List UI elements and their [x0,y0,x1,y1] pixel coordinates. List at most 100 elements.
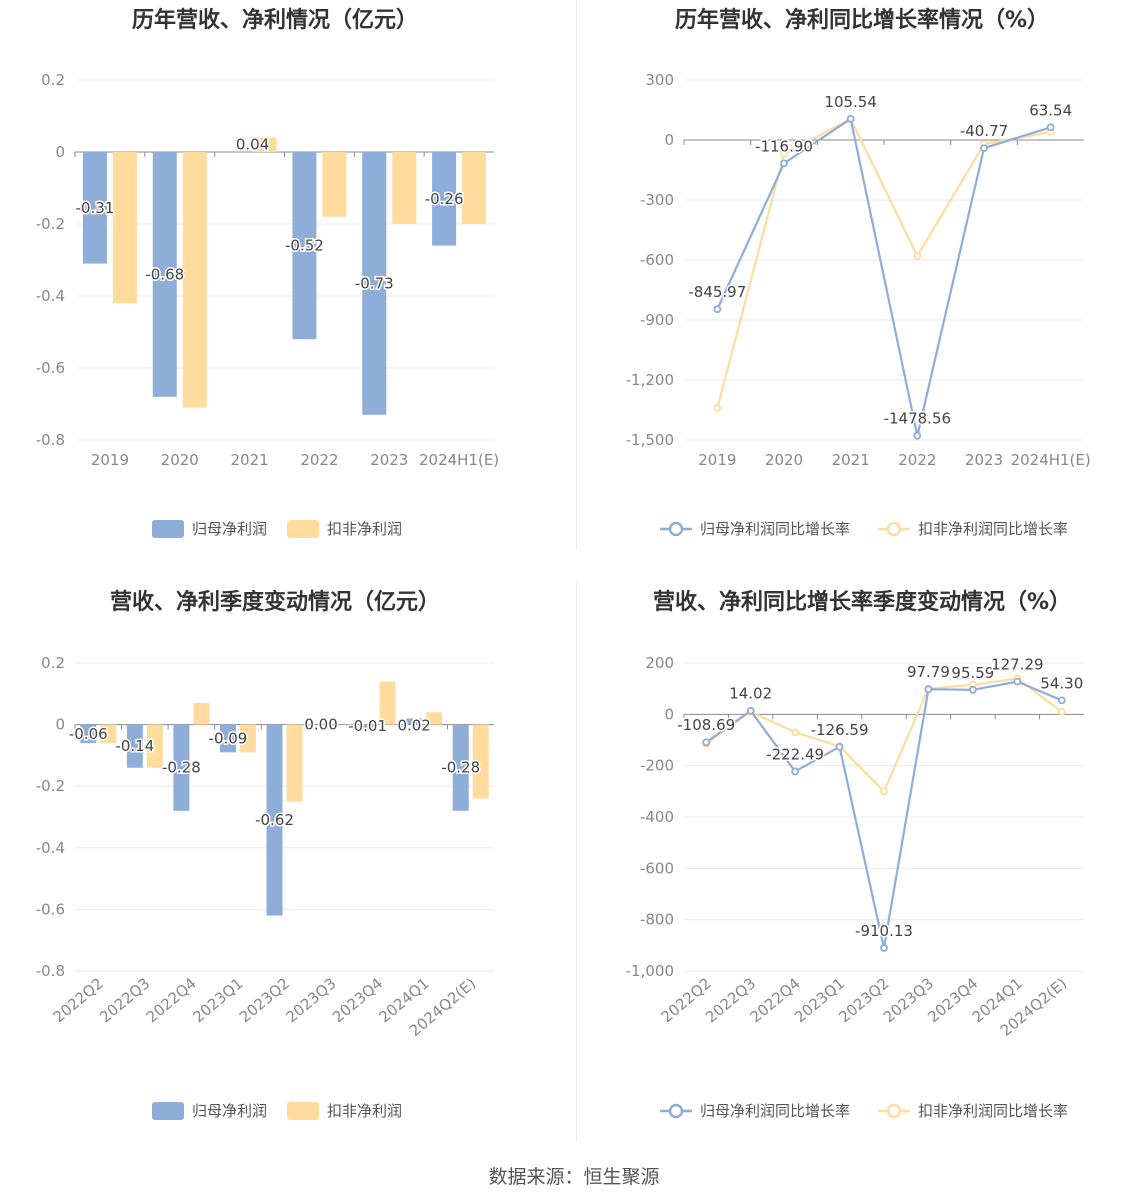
x-tick-label: 2022 [300,451,338,469]
bar-deducted-net-profit [472,724,489,799]
data-label: 105.54 [824,93,877,111]
x-tick-label: 2019 [698,451,736,469]
legend-marker [668,1103,684,1119]
data-label: -108.69 [677,716,735,734]
y-tick-label: -0.8 [36,962,65,980]
bar-deducted-net-profit [252,137,277,152]
bar-deducted-net-profit [322,152,347,217]
legend-label: 扣非净利润 [327,1102,402,1120]
legend-swatch [152,1102,184,1120]
bar-deducted-net-profit [379,681,396,725]
bar-deducted-net-profit [239,724,256,753]
y-tick-label: -200 [640,757,674,775]
chart-title: 历年营收、净利同比增长率情况（%） [675,7,1049,33]
data-label: 0.04 [236,136,269,154]
legend-label: 归母净利润 [192,520,267,538]
point-parent-growth [702,738,711,747]
legend-label: 扣非净利润 [327,520,402,538]
bar-deducted-net-profit [193,703,210,725]
panel-divider-top [576,0,577,550]
point-parent-growth [835,742,844,751]
data-label: -910.13 [855,922,913,940]
y-tick-label: -400 [640,808,674,826]
data-label: 0.02 [397,716,430,734]
y-tick-label: 0 [664,131,674,149]
point-deducted-growth [791,728,800,737]
x-tick-label: 2020 [161,451,199,469]
chart-quarterly-growth: 营收、净利同比增长率季度变动情况（%） 200 0 -200 -400 -600 -800 -… [626,589,1085,1120]
data-label: 95.59 [951,664,994,682]
chart-panel-annual-profit: 历年营收、净利情况（亿元） 0.2 0 -0.2 -0.4 -0.6 -0.8 2019 202… [0,0,574,582]
y-tick-label: -0.8 [36,431,65,449]
x-tick-label: 2022Q3 [96,974,153,1026]
legend-label: 归母净利润同比增长率 [700,520,850,538]
bar-deducted-net-profit [462,152,487,224]
y-tick-label: -0.6 [36,900,65,918]
y-tick-label: -1,200 [626,371,674,389]
line-deducted-growth [716,117,1051,409]
data-label: 127.29 [991,656,1044,674]
y-tick-label: 0 [55,143,65,161]
x-tick-label: 2023Q2 [236,974,293,1026]
y-tick-label: -900 [640,311,674,329]
x-tick-label: 2019 [91,451,129,469]
point-parent-growth [1046,123,1055,132]
point-parent-growth [880,944,888,952]
y-tick-label: 0 [55,716,65,734]
point-parent-growth [713,305,722,314]
legend-marker [886,1103,902,1119]
data-label: -0.26 [425,190,464,208]
chart-panel-quarterly-profit: 营收、净利季度变动情况（亿元） 0.2 0 -0.2 -0.4 -0.6 -0.8 2022Q… [0,582,574,1164]
data-label: -40.77 [960,122,1008,140]
chart-panel-quarterly-growth: 营收、净利同比增长率季度变动情况（%） 200 0 -200 -400 -600 -800 -… [574,582,1148,1164]
data-label: -0.73 [355,274,394,292]
y-tick-label: -300 [640,191,674,209]
data-label: -116.90 [755,137,813,155]
point-deducted-growth [713,404,722,412]
point-deducted-growth [913,252,922,260]
x-tick-label: 2024H1(E) [1011,451,1091,469]
bar-parent-net-profit [359,724,376,728]
point-parent-growth [968,685,977,694]
y-tick-label: -1,000 [626,962,674,980]
point-parent-growth [913,431,922,440]
data-label: 63.54 [1029,101,1072,119]
legend-swatch [152,520,184,538]
legend-swatch [287,1102,319,1120]
point-parent-growth [980,144,988,153]
bar-parent-net-profit [173,724,190,811]
x-tick-label: 2023Q1 [189,974,246,1026]
bar-deducted-net-profit [286,724,303,802]
line-parent-growth [705,680,1063,949]
bar-deducted-net-profit [100,724,117,744]
bar-parent-net-profit [452,724,469,811]
y-tick-label: -600 [640,251,674,269]
legend-marker [886,521,902,537]
x-tick-label: 2023Q4 [329,974,386,1026]
bar-parent-net-profit [266,724,283,916]
bar-parent-net-profit [82,152,107,264]
x-tick-label: 2020 [765,451,803,469]
bar-parent-net-profit [432,152,457,246]
y-tick-label: -0.6 [36,359,65,377]
y-tick-label: -1,500 [626,431,674,449]
chart-quarterly-profit: 营收、净利季度变动情况（亿元）0.20-0.2-0.4-0.6-0.82022Q… [36,589,494,1120]
x-tick-label: 2023 [370,451,408,469]
bar-parent-net-profit [362,152,387,415]
bar-parent-net-profit [126,724,143,768]
chart-title: 营收、净利季度变动情况（亿元） [110,589,440,615]
y-tick-label: -0.4 [36,839,65,857]
x-tick-label: 2023 [965,451,1003,469]
data-label: -0.31 [76,199,115,217]
data-label: -0.28 [162,759,201,777]
bar-parent-net-profit [219,724,236,753]
x-tick-label: 2022Q4 [143,974,200,1026]
data-source-note: 数据来源：恒生聚源 [488,1166,660,1188]
y-tick-label: 200 [645,654,674,672]
bar-parent-net-profit [80,724,97,744]
data-label: -0.09 [209,729,248,747]
y-tick-label: 300 [645,71,674,89]
line-parent-growth [716,117,1051,436]
x-tick-label: 2022Q2 [50,974,107,1026]
point-parent-growth [924,685,933,694]
